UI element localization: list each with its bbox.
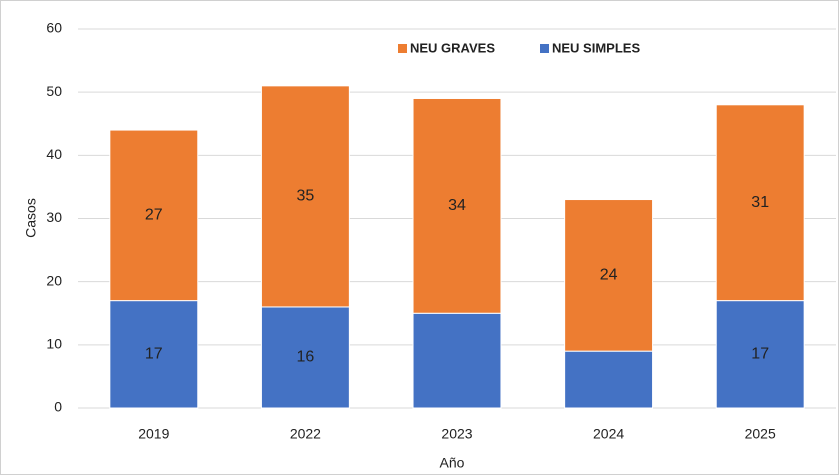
y-tick-label: 0 [54, 399, 62, 415]
y-tick-label: 40 [46, 146, 62, 162]
legend-swatch [398, 44, 407, 53]
data-label: 24 [600, 267, 618, 284]
y-tick-label: 20 [46, 272, 62, 288]
bar-segment [715, 300, 805, 409]
data-label: 17 [145, 346, 163, 363]
bar-segment [109, 129, 199, 302]
legend-label: NEU GRAVES [410, 40, 495, 55]
bar-segment [412, 312, 502, 409]
y-tick-label: 60 [46, 20, 62, 36]
x-tick-label: 2023 [441, 426, 472, 442]
data-label: 27 [145, 207, 163, 224]
x-tick-label: 2025 [745, 426, 776, 442]
bar-segment [564, 350, 654, 409]
data-label: 16 [297, 349, 315, 366]
y-tick-label: 10 [46, 336, 62, 352]
bar-segment [564, 199, 654, 352]
x-axis-label: Año [440, 455, 465, 471]
legend-swatch [540, 44, 549, 53]
data-label: 34 [448, 197, 466, 214]
data-label: 31 [751, 194, 769, 211]
bar-segment [260, 85, 350, 308]
y-axis-label: Casos [23, 198, 39, 238]
x-tick-label: 2022 [290, 426, 321, 442]
bar-segment [260, 306, 350, 409]
bar-segment [109, 300, 199, 409]
x-tick-label: 2019 [138, 426, 169, 442]
bar-segment [412, 97, 502, 314]
data-label: 35 [297, 188, 315, 205]
legend-label: NEU SIMPLES [552, 40, 640, 55]
y-tick-label: 50 [46, 83, 62, 99]
bar-segment [715, 104, 805, 302]
y-tick-label: 30 [46, 209, 62, 225]
x-tick-label: 2024 [593, 426, 624, 442]
data-label: 17 [751, 346, 769, 363]
